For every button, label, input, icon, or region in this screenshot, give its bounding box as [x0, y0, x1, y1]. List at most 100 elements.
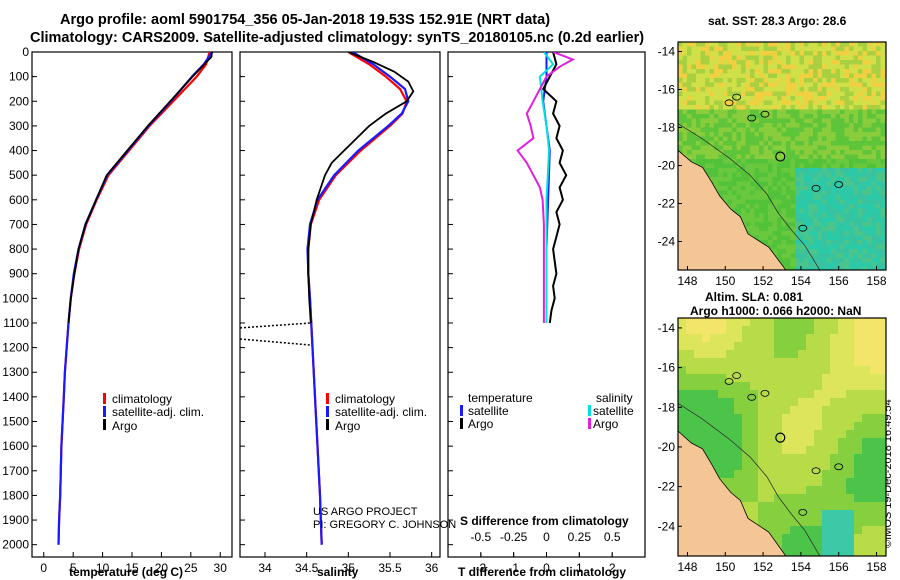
map-cell — [838, 438, 847, 447]
map-cell — [763, 226, 769, 232]
map-cell — [709, 136, 715, 142]
map-cell — [781, 177, 787, 182]
map-cell — [867, 69, 872, 74]
map-cell — [714, 145, 719, 151]
map-cell — [766, 374, 775, 383]
map-cell — [686, 406, 695, 415]
map-cell — [709, 168, 715, 173]
map-cell — [790, 526, 799, 535]
map-cell — [878, 422, 886, 431]
map-cell — [822, 462, 831, 471]
map-cell — [745, 55, 751, 61]
map-cell — [835, 73, 841, 79]
map-cell — [876, 258, 881, 263]
temperature-axes-box — [31, 51, 233, 558]
map-cell — [705, 64, 710, 70]
map-cell — [732, 87, 737, 92]
map-cell — [813, 100, 818, 106]
map-cell — [795, 118, 800, 124]
map-cell — [854, 438, 863, 447]
map-cell — [763, 60, 769, 65]
map-cell — [742, 406, 751, 415]
sla-map-title: Altim. SLA: 0.081 — [705, 290, 804, 304]
map-cell — [782, 502, 791, 511]
map-cell — [854, 542, 863, 551]
map-cell — [871, 177, 877, 182]
map-cell — [718, 462, 727, 471]
map-cell — [709, 87, 715, 92]
map-cell — [844, 141, 850, 146]
map-cell — [840, 96, 845, 101]
map-cell — [835, 55, 841, 61]
map-cell — [714, 105, 719, 110]
map-cell — [838, 406, 847, 415]
map-cell — [840, 91, 845, 97]
map-cell — [814, 510, 823, 519]
map-cell — [854, 358, 863, 367]
map-cell — [858, 46, 863, 52]
map-cell — [830, 518, 839, 527]
map-cell — [700, 163, 706, 169]
map-cell — [750, 454, 759, 463]
map-cell — [736, 186, 742, 191]
map-cell — [694, 318, 703, 327]
map-cell — [849, 91, 854, 97]
map-cell — [795, 60, 800, 65]
map-cell — [867, 226, 872, 232]
map-cell — [790, 150, 796, 155]
map-cell — [772, 154, 778, 160]
map-cell — [723, 199, 728, 205]
map-cell — [870, 358, 879, 367]
map-cell — [830, 534, 839, 543]
map-cell — [813, 222, 818, 227]
map-cell — [830, 334, 839, 343]
map-cell — [822, 217, 827, 223]
map-cell — [871, 222, 877, 227]
map-cell — [714, 78, 719, 83]
map-cell — [786, 55, 791, 61]
map-cell — [853, 136, 859, 142]
map-cell — [763, 235, 769, 241]
map-cell — [849, 69, 854, 74]
map-cell — [768, 109, 773, 115]
map-cell — [774, 326, 783, 335]
map-cell — [678, 334, 687, 343]
map-cell — [849, 267, 854, 270]
map-cell — [835, 60, 841, 65]
map-cell — [862, 258, 868, 263]
map-cell — [727, 177, 733, 182]
map-cell — [790, 204, 796, 209]
map-cell — [822, 181, 827, 187]
map-cell — [867, 109, 872, 115]
map-cell — [880, 190, 886, 196]
map-cell — [726, 326, 735, 335]
map-cell — [844, 154, 850, 160]
map-cell — [798, 462, 807, 471]
map-cell — [790, 326, 799, 335]
map-cell — [846, 470, 855, 479]
map-cell — [736, 150, 742, 155]
map-cell — [734, 318, 743, 327]
x-tick-label: 35 — [342, 561, 356, 575]
map-cell — [759, 145, 764, 151]
map-cell — [754, 78, 760, 83]
map-cell — [687, 55, 692, 61]
map-cell — [723, 127, 728, 133]
map-cell — [687, 100, 692, 106]
map-cell — [844, 190, 850, 196]
map-cell — [799, 118, 805, 124]
map-cell — [763, 159, 769, 164]
map-cell — [741, 136, 746, 142]
map-cell — [798, 406, 807, 415]
map-cell — [826, 267, 832, 270]
map-cell — [830, 382, 839, 391]
map-cell — [702, 446, 711, 455]
map-cell — [878, 430, 886, 439]
map-cell — [854, 398, 863, 407]
map-cell — [813, 55, 818, 61]
map-cell — [786, 82, 791, 88]
map-cell — [838, 510, 847, 519]
map-cell — [871, 141, 877, 146]
map-cell — [849, 204, 854, 209]
map-cell — [687, 123, 692, 128]
